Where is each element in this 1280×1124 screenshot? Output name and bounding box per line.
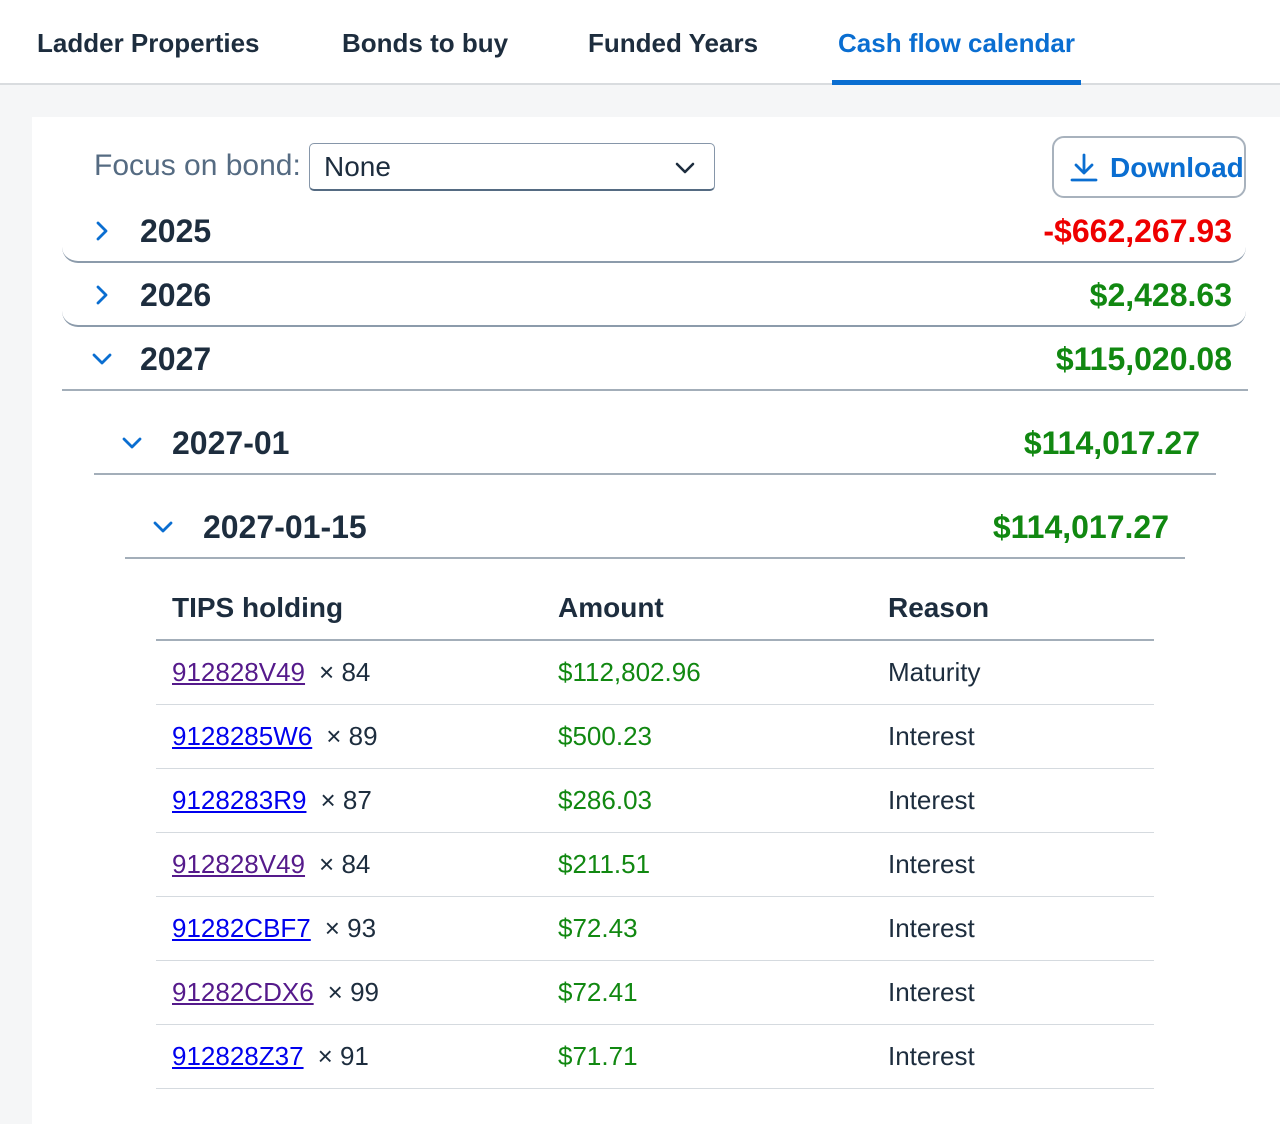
chevron-down-icon[interactable]: [120, 431, 144, 455]
tab-bonds-to-buy[interactable]: Bonds to buy: [342, 28, 509, 58]
table-row: 9128285W6 × 89 $500.23 Interest: [156, 704, 1154, 769]
year-label: 2025: [140, 213, 212, 249]
tips-holding-cell: 912828Z37 × 91: [156, 1024, 542, 1089]
cusip-link[interactable]: 91282CDX6: [172, 977, 314, 1007]
cusip-link[interactable]: 9128285W6: [172, 721, 313, 751]
cusip-link[interactable]: 912828Z37: [172, 1041, 304, 1071]
tips-holding-cell: 912828V49 × 84: [156, 832, 542, 897]
cash-flow-panel: Focus on bond: None Download 2025 -$662,…: [32, 117, 1280, 1124]
holdings-table: TIPS holding Amount Reason 912828V49 × 84…: [156, 577, 1154, 1089]
holding-quantity: × 99: [327, 977, 379, 1007]
table-row: 91282CBF7 × 93 $72.43 Interest: [156, 896, 1154, 961]
year-total: $2,428.63: [1089, 277, 1232, 313]
month-total: $114,017.27: [1023, 425, 1200, 461]
tab-cash-flow-calendar-label: Cash flow calendar: [838, 28, 1075, 58]
tips-holding-cell: 9128283R9 × 87: [156, 768, 542, 833]
tab-ladder-properties[interactable]: Ladder Properties: [37, 28, 260, 58]
day-row-2027-01-15[interactable]: 2027-01-15 $114,017.27: [125, 495, 1185, 559]
reason-cell: Interest: [872, 960, 1154, 1025]
year-total: -$662,267.93: [1043, 213, 1232, 249]
table-row: 91282CDX6 × 99 $72.41 Interest: [156, 960, 1154, 1025]
day-label: 2027-01-15: [203, 509, 367, 545]
month-label: 2027-01: [172, 425, 290, 461]
reason-cell: Interest: [872, 832, 1154, 897]
tips-holding-cell: 9128285W6 × 89: [156, 704, 542, 769]
reason-cell: Interest: [872, 768, 1154, 833]
month-row-2027-01[interactable]: 2027-01 $114,017.27: [94, 411, 1216, 475]
table-row: 912828V49 × 84 $211.51 Interest: [156, 832, 1154, 897]
column-header-reason: Reason: [872, 577, 1154, 641]
year-label: 2027: [140, 341, 212, 377]
year-total: $115,020.08: [1055, 341, 1232, 377]
chevron-down-icon: [675, 162, 695, 174]
amount-cell: $211.51: [542, 832, 872, 897]
holding-quantity: × 84: [319, 849, 371, 879]
year-row-2027[interactable]: 2027 $115,020.08: [62, 327, 1248, 391]
amount-cell: $286.03: [542, 768, 872, 833]
reason-cell: Interest: [872, 704, 1154, 769]
holding-quantity: × 87: [320, 785, 372, 815]
focus-on-bond-label: Focus on bond:: [94, 149, 301, 182]
reason-cell: Interest: [872, 1024, 1154, 1089]
chevron-down-icon[interactable]: [90, 347, 114, 371]
amount-cell: $72.43: [542, 896, 872, 961]
chevron-down-icon[interactable]: [151, 515, 175, 539]
cusip-link[interactable]: 912828V49: [172, 657, 306, 687]
amount-cell: $112,802.96: [542, 640, 872, 705]
table-row: 912828Z37 × 91 $71.71 Interest: [156, 1024, 1154, 1089]
download-icon: [1070, 153, 1098, 182]
day-total: $114,017.27: [992, 509, 1169, 545]
download-button-label: Download: [1110, 152, 1244, 183]
table-row: 9128283R9 × 87 $286.03 Interest: [156, 768, 1154, 833]
holding-quantity: × 91: [317, 1041, 369, 1071]
cusip-link[interactable]: 91282CBF7: [172, 913, 311, 943]
holding-quantity: × 93: [324, 913, 377, 943]
tips-holding-cell: 91282CBF7 × 93: [156, 896, 542, 961]
amount-cell: $500.23: [542, 704, 872, 769]
column-header-tips-holding: TIPS holding: [156, 577, 542, 641]
active-tab-indicator: [832, 80, 1081, 85]
column-header-amount: Amount: [542, 577, 872, 641]
year-row-2025[interactable]: 2025 -$662,267.93: [62, 199, 1246, 263]
holding-quantity: × 89: [326, 721, 378, 751]
table-row: 912828V49 × 84 $112,802.96 Maturity: [156, 640, 1154, 705]
amount-cell: $72.41: [542, 960, 872, 1025]
focus-bond-select-value: None: [324, 151, 391, 182]
holding-quantity: × 84: [319, 657, 371, 687]
chevron-right-icon[interactable]: [90, 219, 114, 243]
tips-holding-cell: 912828V49 × 84: [156, 640, 542, 705]
tab-cash-flow-calendar[interactable]: Cash flow calendar: [832, 0, 1081, 85]
tips-holding-cell: 91282CDX6 × 99: [156, 960, 542, 1025]
focus-bond-select[interactable]: None: [309, 143, 715, 191]
year-row-2026[interactable]: 2026 $2,428.63: [62, 263, 1246, 327]
download-button[interactable]: Download: [1052, 136, 1246, 198]
cusip-link[interactable]: 912828V49: [172, 849, 306, 879]
year-label: 2026: [140, 277, 212, 313]
reason-cell: Interest: [872, 896, 1154, 961]
cusip-link[interactable]: 9128283R9: [172, 785, 307, 815]
tab-funded-years[interactable]: Funded Years: [588, 28, 759, 58]
table-header-row: TIPS holding Amount Reason: [156, 577, 1154, 641]
tab-bar: Ladder Properties Bonds to buy Funded Ye…: [0, 0, 1280, 85]
reason-cell: Maturity: [872, 640, 1154, 705]
amount-cell: $71.71: [542, 1024, 872, 1089]
chevron-right-icon[interactable]: [90, 283, 114, 307]
